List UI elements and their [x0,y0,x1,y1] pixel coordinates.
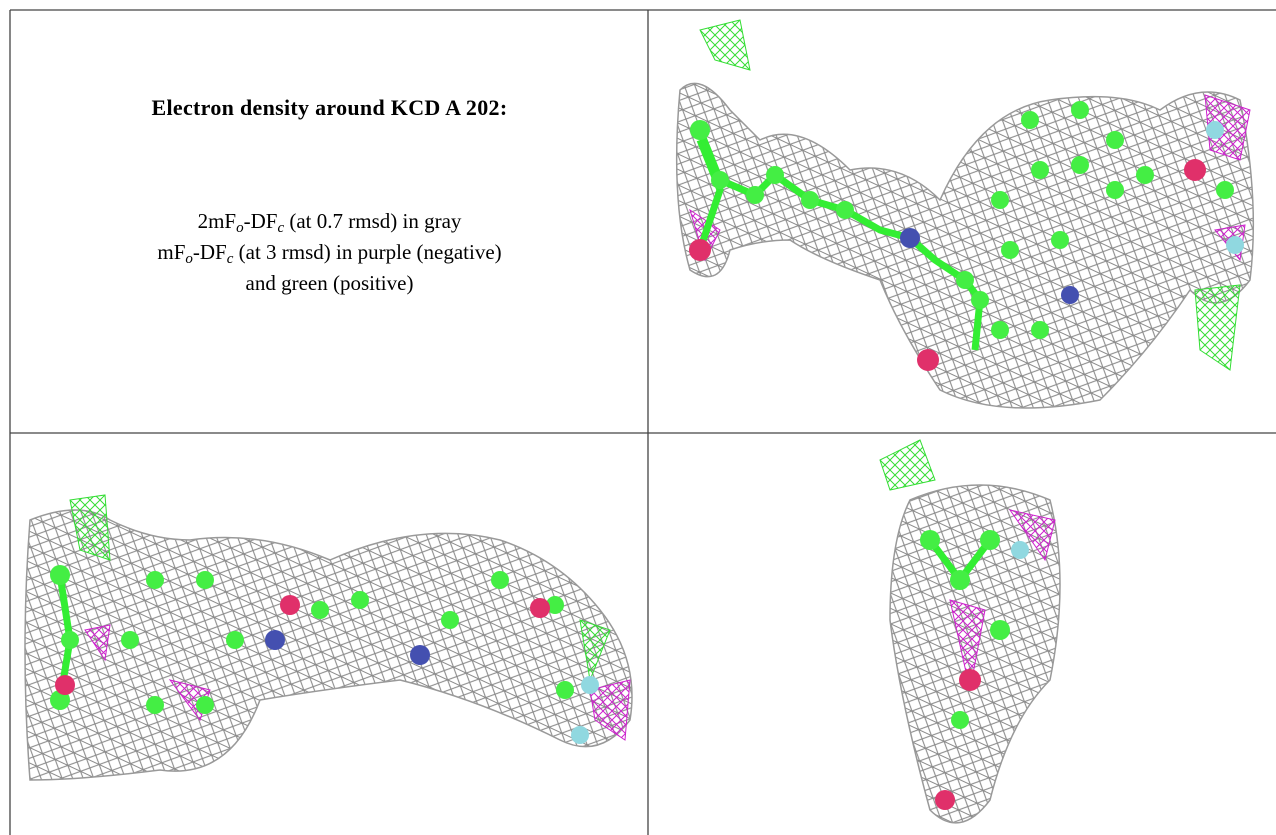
density-view-left [24,494,633,781]
text-run: (at 0.7 rmsd) in gray [284,209,462,233]
text-run: and green (positive) [245,271,414,295]
text-run: (at 3 rmsd) in purple (negative) [233,240,502,264]
subscript: c [226,251,234,267]
density-view-right [879,439,1061,824]
caption-line: mFo-DFc (at 3 rmsd) in purple (negative) [11,237,648,268]
caption-line: and green (positive) [11,268,648,299]
subscript: o [236,220,244,236]
text-run: -DF [243,209,278,233]
text-run: mF [157,240,186,264]
caption-lines: 2mFo-DFc (at 0.7 rmsd) in gray mFo-DFc (a… [11,206,648,299]
text-run: -DF [192,240,227,264]
caption: Electron density around KCD A 202: 2mFo-… [11,11,648,433]
table-borders [9,9,1276,835]
text-run: 2mF [197,209,237,233]
density-view-top [675,19,1255,409]
subscript: c [277,220,285,236]
caption-title: Electron density around KCD A 202: [151,95,508,120]
caption-line: 2mFo-DFc (at 0.7 rmsd) in gray [11,206,648,237]
subscript: o [185,251,193,267]
